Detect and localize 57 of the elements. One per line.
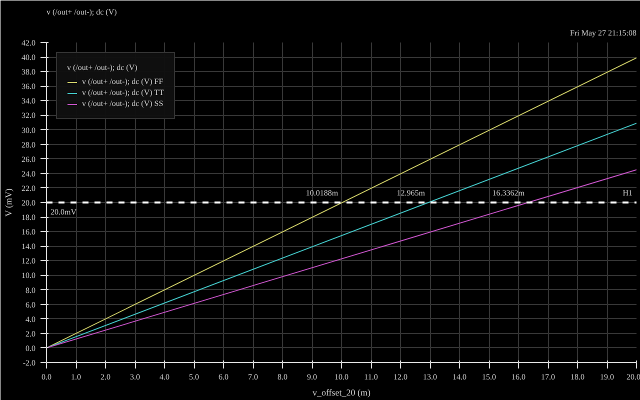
- x-tick-label: 0.0: [42, 372, 52, 382]
- x-tick-label: 16.0: [512, 372, 526, 382]
- x-tick-label: 4.0: [160, 372, 170, 382]
- y-tick-label: 32.0: [22, 111, 36, 120]
- y-tick-label: 34.0: [22, 96, 36, 106]
- x-tick-label: 15.0: [482, 372, 496, 382]
- y-tick-label: 2.0: [26, 329, 36, 338]
- legend-title: v (/out+ /out-); dc (V): [67, 63, 138, 72]
- y-tick-label: 24.0: [22, 169, 36, 178]
- x-tick-label: 13.0: [423, 372, 437, 382]
- y-tick-label: -2.0: [22, 358, 36, 368]
- x-axis-title: v_offset_20 (m): [312, 388, 371, 398]
- y-tick-label: 30.0: [22, 126, 36, 135]
- y-tick-label: 14.0: [22, 242, 36, 252]
- annotation: 16.3362m: [492, 188, 526, 198]
- y-tick-label: 12.0: [22, 256, 36, 266]
- x-tick-label: 5.0: [189, 372, 199, 382]
- annotation: H1: [622, 188, 633, 198]
- x-tick-label: 17.0: [541, 372, 555, 382]
- x-tick-label: 10.0: [334, 372, 348, 382]
- y-tick-label: 10.0: [22, 271, 36, 280]
- x-tick-label: 14.0: [452, 372, 466, 382]
- x-tick-label: 3.0: [130, 372, 140, 382]
- y-tick-label: 0.0: [26, 344, 36, 353]
- y-tick-label: 18.0: [22, 213, 36, 222]
- y-tick-label: 26.0: [22, 154, 36, 164]
- y-tick-label: 20.0: [22, 198, 36, 208]
- text: Fri May 27 21:15:08: [570, 28, 637, 38]
- x-tick-label: 6.0: [218, 372, 228, 382]
- x-tick-label: 20.0: [626, 372, 640, 382]
- y-tick-label: 6.0: [26, 300, 36, 310]
- x-tick-label: 12.0: [394, 372, 408, 382]
- chart-title: v (/out+ /out-); dc (V): [46, 8, 118, 16]
- y-tick-label: 4.0: [26, 314, 36, 324]
- legend-label: v (/out+ /out-); dc (V) SS: [82, 99, 164, 108]
- y-tick-label: 8.0: [26, 286, 36, 295]
- x-tick-label: 1.0: [71, 372, 81, 382]
- ref-line-label: 20.0mV: [50, 208, 77, 216]
- annotation: 12.965m: [396, 188, 426, 198]
- y-tick-label: 22.0: [22, 184, 36, 193]
- annotation: 10.0188m: [306, 188, 339, 198]
- y-axis-title: V (mV): [4, 188, 14, 217]
- y-tick-label: 28.0: [22, 140, 36, 150]
- x-tick-label: 11.0: [364, 372, 378, 382]
- y-tick-label: 42.0: [22, 38, 36, 48]
- x-tick-label: 9.0: [307, 372, 317, 382]
- legend-label: v (/out+ /out-); dc (V) FF: [82, 77, 164, 86]
- y-tick-label: 38.0: [22, 68, 36, 77]
- x-tick-label: 19.0: [600, 372, 614, 382]
- y-tick-label: 16.0: [22, 228, 36, 237]
- x-tick-label: 8.0: [278, 372, 288, 382]
- x-tick-label: 7.0: [248, 372, 258, 382]
- y-tick-label: 40.0: [22, 53, 36, 62]
- legend-label: v (/out+ /out-); dc (V) TT: [82, 88, 164, 97]
- x-tick-label: 2.0: [100, 372, 110, 382]
- x-tick-label: 18.0: [570, 372, 584, 382]
- y-tick-label: 36.0: [22, 82, 36, 92]
